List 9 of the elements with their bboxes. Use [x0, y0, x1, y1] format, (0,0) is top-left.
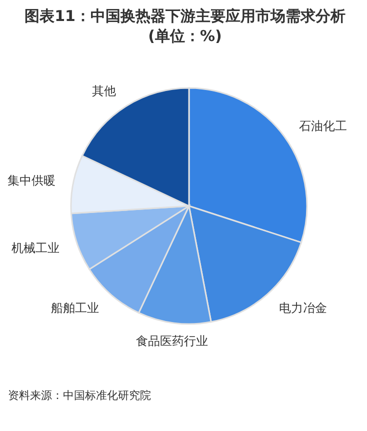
- chart-title: 图表11：中国换热器下游主要应用市场需求分析(单位：%): [24, 6, 346, 46]
- slice-label: 机械工业: [12, 241, 60, 256]
- slice-label: 电力冶金: [278, 301, 327, 316]
- text: 资料来源：中国标准化研究院: [8, 388, 151, 403]
- slice-label: 食品医药行业: [136, 334, 208, 348]
- slice-label: 其他: [92, 84, 116, 98]
- slice-label: 集中供暖: [7, 174, 56, 188]
- slice-label: 石油化工: [299, 119, 348, 134]
- slice-label: 船舶工业: [51, 301, 100, 316]
